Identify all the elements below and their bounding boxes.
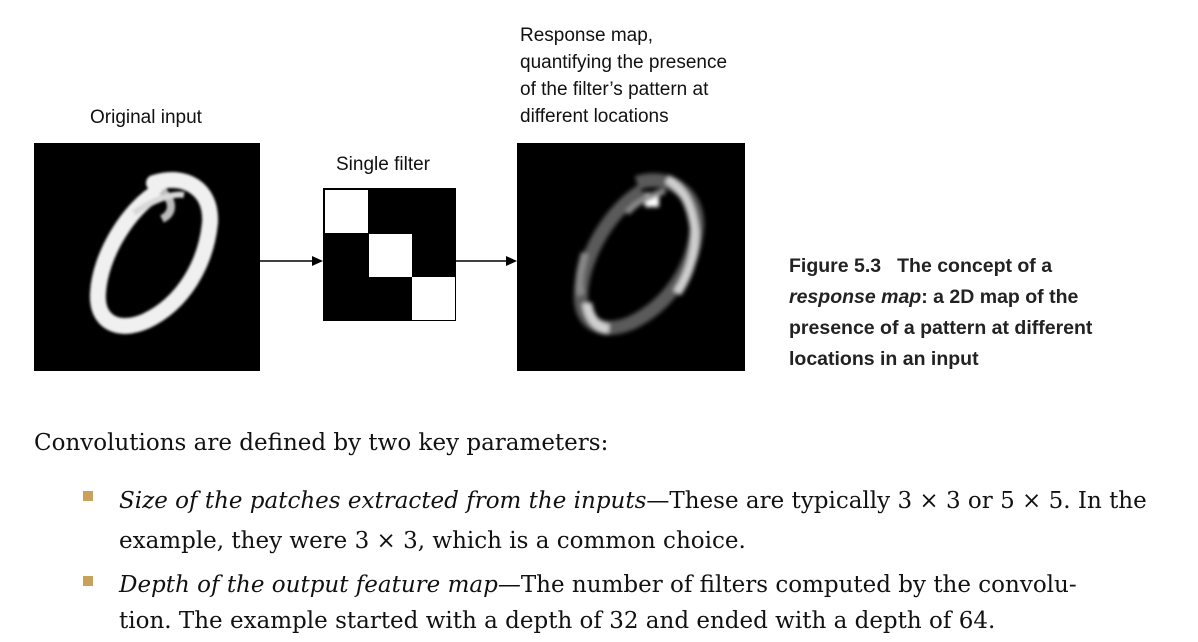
- original-input-image: [34, 143, 260, 371]
- caption-line: Figure 5.3 The concept of a: [789, 251, 1179, 282]
- filter-cell-white: [325, 190, 368, 233]
- response-label-line: different locations: [520, 106, 669, 127]
- original-input-label: Original input: [90, 107, 202, 128]
- caption-line: presence of a pattern at different: [789, 317, 1093, 339]
- caption-text: : a 2D map of the: [921, 286, 1079, 308]
- bullet-dash: —: [646, 488, 670, 514]
- filter-cell-white: [412, 277, 455, 320]
- single-filter-grid: [323, 188, 456, 321]
- bullet-square-icon: [83, 576, 93, 586]
- arrow-right-icon: [260, 256, 323, 266]
- figure-caption: Figure 5.3 The concept of a response map:…: [789, 251, 1179, 375]
- bullet-item-line: example, they were 3 × 3, which is a com…: [119, 528, 746, 554]
- caption-line: response map: a 2D map of the: [789, 282, 1179, 313]
- bullet-text: These are typically 3 × 3 or 5 × 5. In t…: [669, 488, 1147, 514]
- response-label-line: quantifying the presence: [520, 52, 728, 73]
- body-intro-paragraph: Convolutions are defined by two key para…: [34, 430, 609, 456]
- bullet-item-line: Size of the patches extracted from the i…: [119, 482, 1147, 520]
- bullet-text: The number of filters computed by the co…: [520, 572, 1077, 598]
- bullet-item-line: Depth of the output feature map—The numb…: [119, 566, 1077, 604]
- caption-line: locations in an input: [789, 348, 979, 370]
- response-map-drawing: [573, 173, 705, 335]
- caption-term: response map: [789, 286, 922, 308]
- figure-number: Figure 5.3: [789, 255, 882, 277]
- bullet-dash: —: [497, 572, 521, 598]
- response-label-line: Response map,: [520, 25, 654, 46]
- bullet-item-line: tion. The example started with a depth o…: [119, 608, 996, 634]
- bullet-term: Size of the patches extracted from the i…: [119, 488, 647, 514]
- single-filter-label: Single filter: [336, 154, 430, 175]
- filter-cell-white: [369, 234, 412, 277]
- bullet-term: Depth of the output feature map: [119, 572, 498, 598]
- response-map-label: Response map, quantifying the presence o…: [520, 22, 727, 130]
- response-label-line: of the filter’s pattern at: [520, 79, 709, 100]
- arrow-right-icon: [456, 256, 517, 266]
- caption-title: The concept of a: [897, 255, 1053, 277]
- response-map-image: [517, 143, 745, 371]
- bullet-square-icon: [83, 491, 93, 501]
- digit-zero-drawing: [89, 171, 219, 334]
